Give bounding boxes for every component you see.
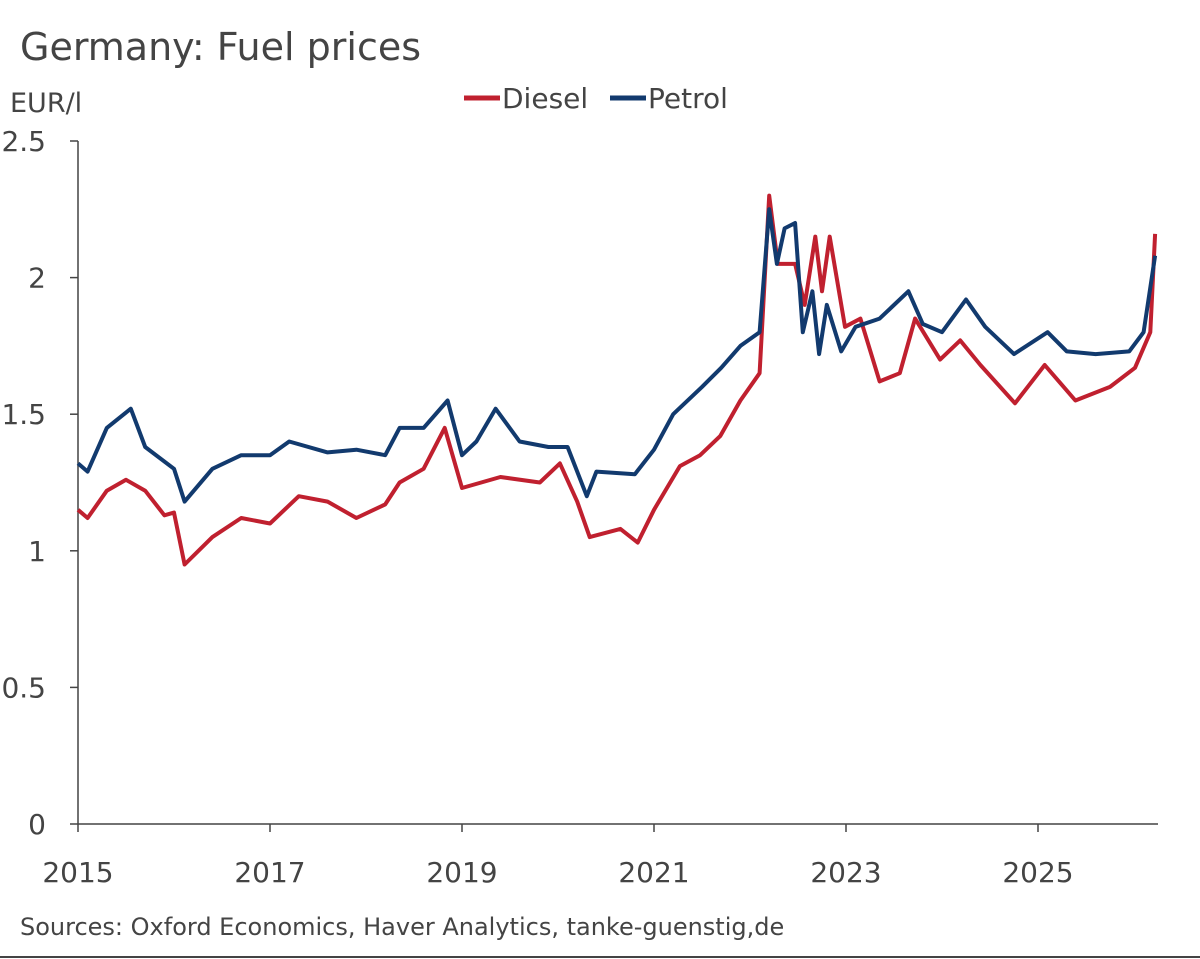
chart-title: Germany: Fuel prices (20, 25, 421, 69)
y-axis-label: EUR/l (10, 88, 82, 119)
y-tick-label: 2.5 (1, 125, 46, 158)
x-tick-label: 2025 (1002, 856, 1073, 889)
source-note: Sources: Oxford Economics, Haver Analyti… (20, 913, 784, 941)
y-tick-label: 0.5 (1, 671, 46, 704)
y-tick-label: 1 (28, 535, 46, 568)
y-tick-label: 2 (28, 262, 46, 295)
series-line (76, 193, 1158, 567)
legend-label: Diesel (502, 82, 588, 115)
x-tick-label: 2021 (618, 856, 689, 889)
x-tick-label: 2019 (426, 856, 497, 889)
x-tick-label: 2015 (42, 856, 113, 889)
y-tick-label: 0 (28, 808, 46, 841)
y-tick-label: 1.5 (1, 398, 46, 431)
legend-label: Petrol (648, 82, 728, 115)
series-line (76, 207, 1158, 504)
x-tick-label: 2017 (234, 856, 305, 889)
x-tick-label: 2023 (810, 856, 881, 889)
